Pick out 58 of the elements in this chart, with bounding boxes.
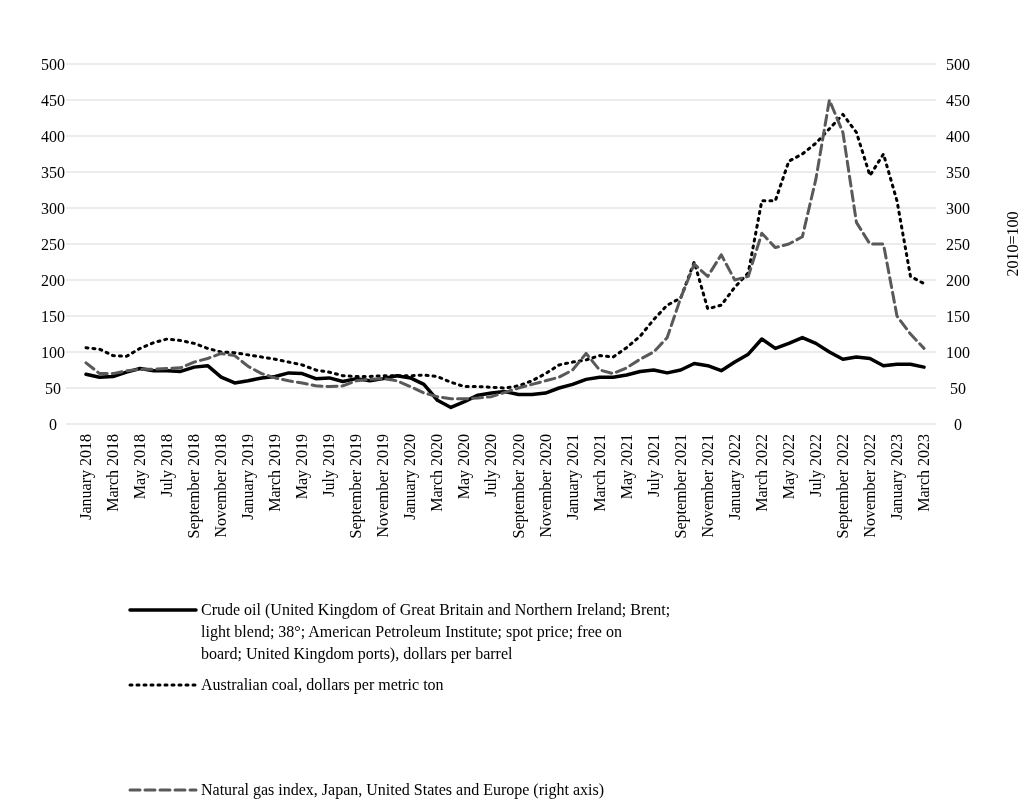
x-tick-label: November 2019 bbox=[374, 434, 392, 538]
x-tick-label: January 2022 bbox=[725, 434, 744, 520]
x-tick-label: May 2019 bbox=[293, 434, 312, 500]
y-tick-label: 0 bbox=[49, 415, 57, 433]
x-tick-label: November 2022 bbox=[860, 434, 878, 538]
x-tick-label: March 2023 bbox=[915, 434, 932, 512]
x-tick-label: May 2018 bbox=[131, 434, 150, 500]
y-tick-label: 200 bbox=[41, 271, 65, 289]
y-tick-label: 100 bbox=[41, 343, 65, 361]
y-tick-label: 500 bbox=[41, 55, 65, 73]
y2-tick-label: 200 bbox=[946, 271, 970, 289]
x-tick-label: September 2018 bbox=[185, 434, 204, 539]
x-tick-label: May 2021 bbox=[617, 434, 636, 500]
x-tick-label: September 2021 bbox=[671, 434, 690, 539]
x-tick-label: March 2019 bbox=[266, 434, 284, 512]
legend-label: Natural gas index, Japan, United States and Europe (right axis) bbox=[201, 781, 604, 799]
x-tick-label: May 2020 bbox=[455, 434, 474, 500]
y2-tick-label: 400 bbox=[946, 127, 970, 145]
y2-tick-label: 250 bbox=[946, 235, 970, 253]
y-tick-label: 450 bbox=[41, 91, 65, 109]
x-tick-label: January 2023 bbox=[887, 434, 906, 520]
x-tick-label: July 2019 bbox=[320, 434, 339, 497]
y2-tick-label: 500 bbox=[946, 55, 970, 73]
y-tick-label: 400 bbox=[41, 127, 65, 145]
x-tick-label: September 2020 bbox=[509, 434, 528, 539]
y2-axis-title: 2010=100 bbox=[1004, 211, 1021, 277]
y2-tick-label: 150 bbox=[946, 307, 970, 325]
x-tick-label: November 2021 bbox=[698, 434, 716, 538]
x-tick-label: January 2018 bbox=[77, 434, 95, 520]
x-tick-label: September 2022 bbox=[833, 434, 852, 539]
x-tick-label: July 2022 bbox=[806, 434, 825, 497]
y-tick-label: 250 bbox=[41, 235, 65, 253]
x-tick-label: March 2018 bbox=[104, 434, 122, 512]
y2-tick-label: 300 bbox=[946, 199, 970, 217]
x-tick-label: January 2019 bbox=[239, 434, 258, 520]
x-tick-label: July 2021 bbox=[644, 434, 663, 497]
x-tick-label: September 2019 bbox=[347, 434, 366, 539]
x-tick-label: January 2020 bbox=[401, 434, 420, 520]
x-tick-label: July 2018 bbox=[158, 434, 177, 497]
x-tick-label: March 2021 bbox=[590, 434, 608, 512]
y2-tick-label: 0 bbox=[954, 415, 962, 433]
x-tick-label: March 2020 bbox=[428, 434, 446, 512]
y-tick-label: 300 bbox=[41, 199, 65, 217]
x-tick-label: May 2022 bbox=[779, 434, 798, 500]
y2-tick-label: 100 bbox=[946, 343, 970, 361]
legend-label: Crude oil (United Kingdom of Great Britain and Northern Ireland; Brent; light blend; 38°; American Petroleum Institute; spot price; free on board; United Kingdom ports), dollars per barrel bbox=[201, 601, 671, 663]
y2-tick-label: 450 bbox=[946, 91, 970, 109]
y-tick-label: 150 bbox=[41, 307, 65, 325]
y-tick-label: 350 bbox=[41, 163, 65, 181]
x-tick-label: January 2021 bbox=[563, 434, 582, 520]
x-tick-label: November 2018 bbox=[212, 434, 230, 538]
y2-tick-label: 50 bbox=[950, 379, 966, 397]
x-tick-label: July 2020 bbox=[482, 434, 501, 497]
y2-tick-label: 350 bbox=[946, 163, 970, 181]
x-tick-label: March 2022 bbox=[752, 434, 770, 512]
legend-label: Australian coal, dollars per metric ton bbox=[201, 676, 444, 694]
y-tick-label: 50 bbox=[45, 379, 61, 397]
x-tick-label: November 2020 bbox=[536, 434, 554, 538]
